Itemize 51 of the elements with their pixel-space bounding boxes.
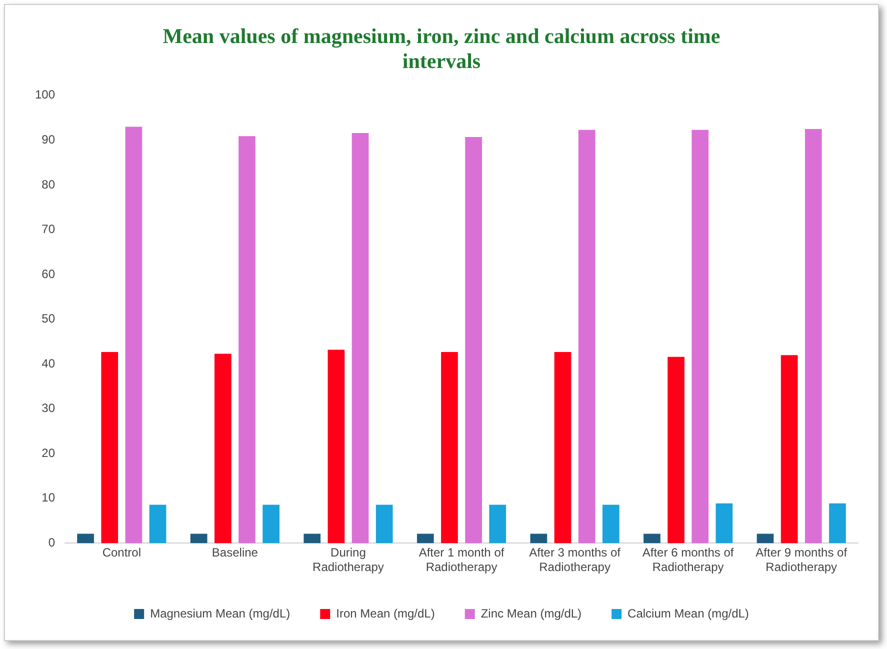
- bar: [780, 355, 798, 544]
- y-tick-label: 30: [42, 401, 56, 416]
- bar: [262, 504, 280, 544]
- x-tick-label: After 6 months of Radiotherapy: [642, 546, 734, 574]
- bar: [554, 352, 572, 544]
- x-tick-label: During Radiotherapy: [312, 546, 384, 574]
- y-tick-label: 90: [42, 132, 56, 146]
- bar: [465, 137, 482, 544]
- y-tick-label: 20: [42, 446, 56, 460]
- bar: [578, 130, 596, 544]
- chart-title: Mean values of magnesium, iron, zinc and calcium across time intervals: [162, 24, 720, 74]
- legend-label: Zinc Mean (mg/dL): [480, 606, 582, 620]
- bar: [644, 534, 660, 544]
- bar: [692, 130, 709, 544]
- y-tick-label: 80: [42, 177, 56, 192]
- y-tick-label: 50: [42, 312, 56, 326]
- x-tick-label: After 9 months of Radiotherapy: [756, 546, 848, 574]
- bar: [489, 504, 506, 544]
- bar: [77, 534, 94, 544]
- y-tick-label: 40: [42, 356, 56, 370]
- bar: [125, 126, 142, 544]
- bar: [328, 350, 345, 544]
- bar: [214, 354, 232, 544]
- bar: [190, 534, 208, 544]
- y-tick-label: 10: [42, 490, 56, 505]
- bar: [376, 504, 393, 544]
- bar: [352, 133, 369, 544]
- bar: [668, 356, 684, 544]
- y-tick-label: 100: [34, 88, 56, 102]
- bar: [716, 503, 733, 544]
- bar: [602, 504, 620, 544]
- bar: [101, 352, 118, 544]
- bar: [530, 534, 548, 544]
- x-tick-label: After 3 months of Radiotherapy: [529, 546, 622, 574]
- bar: [756, 534, 774, 544]
- bar: [149, 504, 166, 544]
- legend-label: Iron Mean (mg/dL): [336, 606, 435, 620]
- bar: [416, 534, 434, 544]
- bar: [304, 534, 321, 544]
- bar: [804, 128, 822, 544]
- x-tick-label: Control: [102, 546, 142, 560]
- legend-label: Calcium Mean (mg/dL): [628, 606, 749, 620]
- bar: [238, 136, 256, 544]
- x-tick-label: Baseline: [212, 546, 258, 560]
- y-tick-label: 0: [48, 536, 56, 550]
- bar: [441, 352, 458, 544]
- y-tick-label: 70: [42, 222, 56, 236]
- bar: [829, 503, 846, 544]
- y-tick-label: 60: [42, 266, 56, 281]
- legend-label: Magnesium Mean (mg/dL): [150, 606, 290, 620]
- x-tick-label: After 1 month of Radiotherapy: [418, 546, 505, 574]
